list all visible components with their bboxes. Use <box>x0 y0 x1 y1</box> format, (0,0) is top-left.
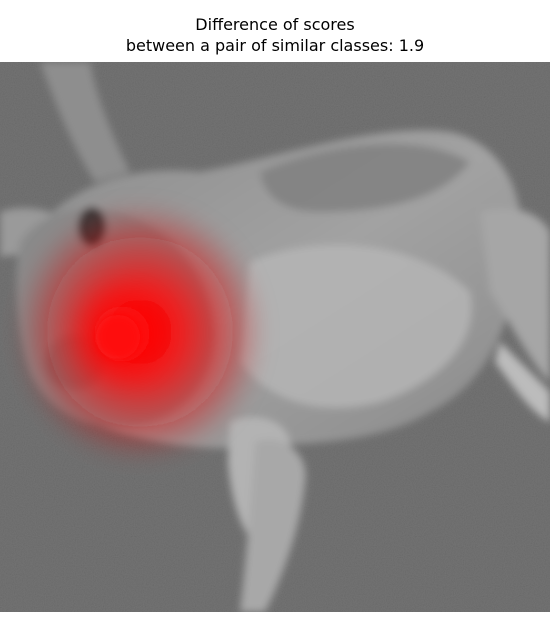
title-line-1: Difference of scores <box>195 15 355 34</box>
title-line-2: between a pair of similar classes: 1.9 <box>125 36 425 55</box>
saliency-heatmap <box>15 202 265 462</box>
saliency-image <box>0 62 550 612</box>
rabbit-photo <box>0 62 550 612</box>
figure-title: Difference of scores between a pair of s… <box>0 14 550 56</box>
